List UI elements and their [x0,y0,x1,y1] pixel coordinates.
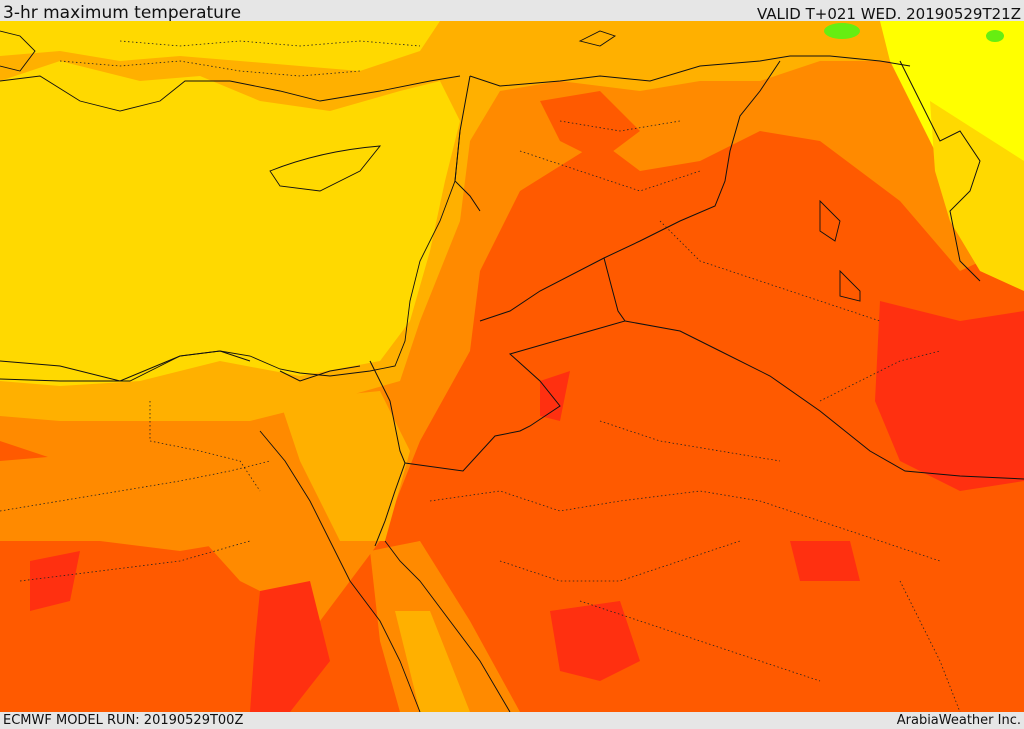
nile-amber-zone [395,611,470,712]
arabia-hot-zone [790,541,860,581]
syria-hot-zone [540,91,640,161]
brand-label: ArabiaWeather Inc. [896,713,1021,728]
valid-time-label: VALID T+021 WED. 20190529T21Z [756,5,1021,23]
sinai-orange-zone [280,391,410,541]
sinai-hot-zone [30,551,80,611]
arabia-hot-zone [550,601,640,681]
footer-bar: ECMWF MODEL RUN: 20190529T00Z ArabiaWeat… [0,712,1024,729]
province-borders [0,40,961,712]
red-sea-orange-zone [370,541,520,712]
header-bar: 3-hr maximum temperature VALID T+021 WED… [0,0,1024,23]
coastlines [0,30,861,712]
jordan-hot-zone [540,371,570,421]
cold-spot [824,23,860,39]
egypt-hot-zone [250,581,330,712]
cold-spot [986,30,1004,42]
egypt-orange-zone [0,451,240,551]
temperature-map [0,21,1024,712]
zagros-amber-zone [930,101,1024,291]
country-borders [0,55,1024,547]
map-title: 3-hr maximum temperature [3,3,242,23]
model-run-label: ECMWF MODEL RUN: 20190529T00Z [3,713,244,728]
mediterranean-cool-zone [0,61,460,386]
iraq-hot-zone [875,301,1024,491]
turkey-yellow-zone [0,21,440,71]
